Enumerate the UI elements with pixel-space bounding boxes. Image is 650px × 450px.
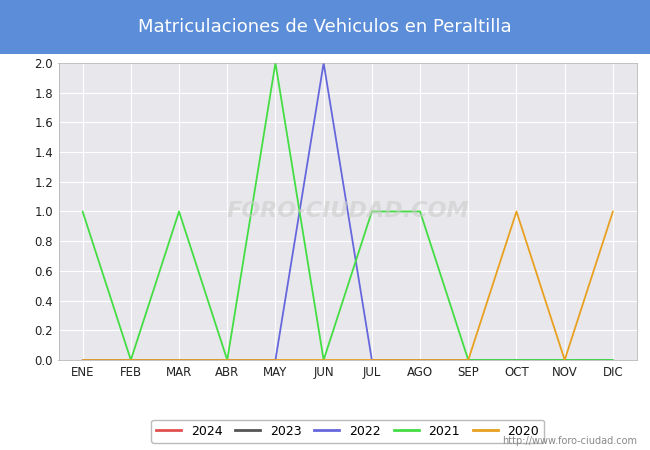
Text: http://www.foro-ciudad.com: http://www.foro-ciudad.com xyxy=(502,436,637,446)
Text: FORO-CIUDAD.COM: FORO-CIUDAD.COM xyxy=(226,202,469,221)
Text: Matriculaciones de Vehiculos en Peraltilla: Matriculaciones de Vehiculos en Peraltil… xyxy=(138,18,512,36)
Legend: 2024, 2023, 2022, 2021, 2020: 2024, 2023, 2022, 2021, 2020 xyxy=(151,420,545,443)
